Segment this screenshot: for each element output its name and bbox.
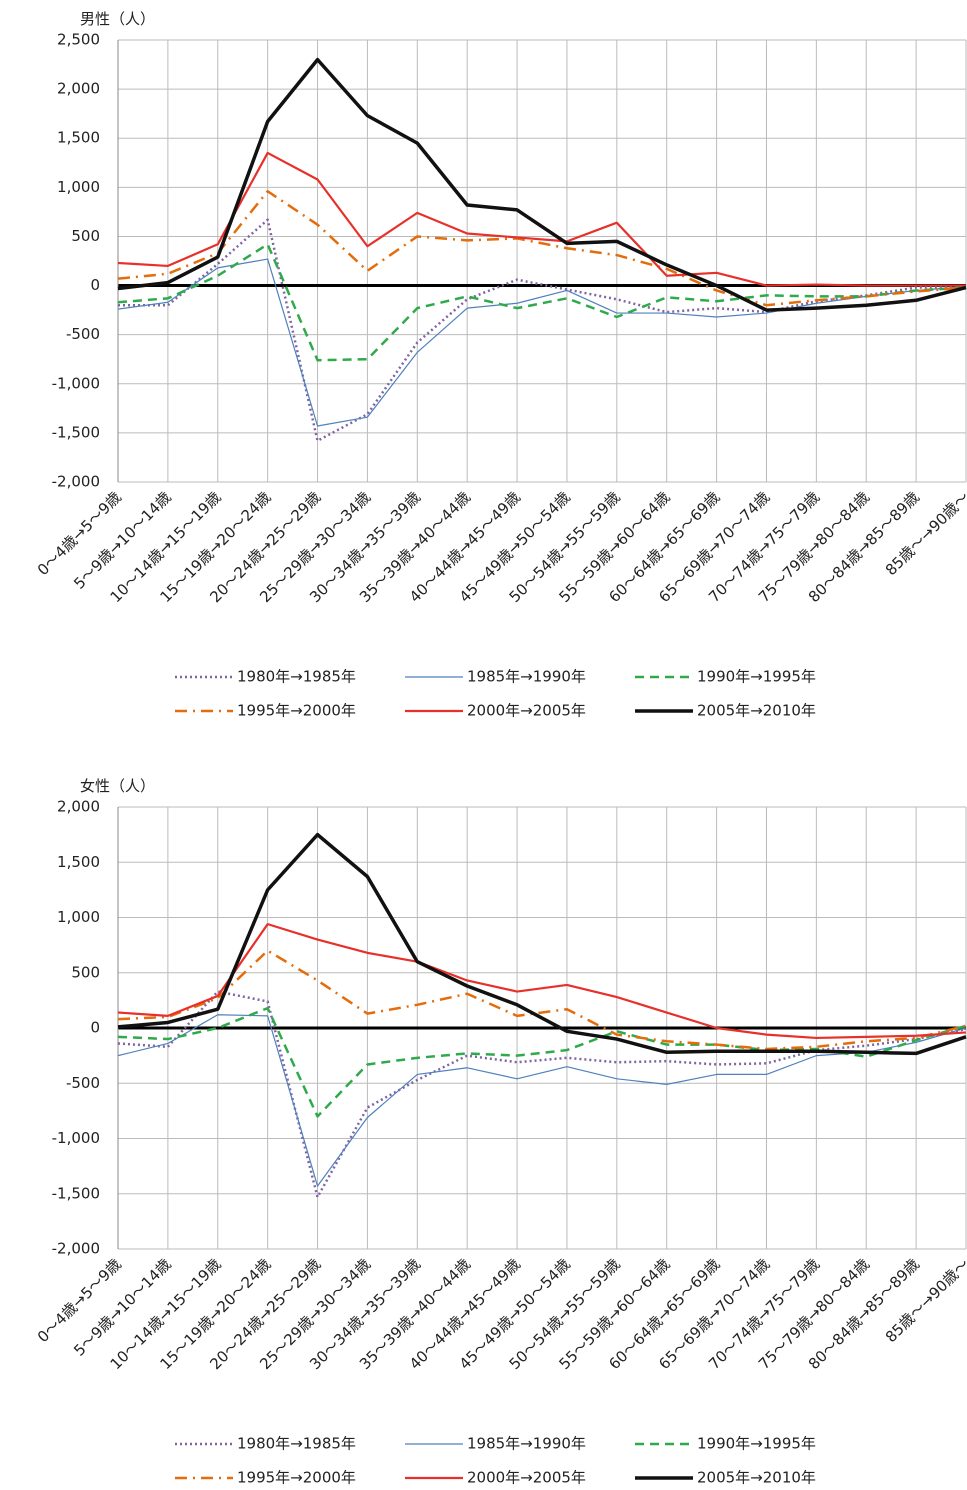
y-tick-label: 1,500	[57, 853, 100, 871]
legend-label: 1990年→1995年	[697, 668, 816, 686]
series-line	[117, 151, 966, 287]
series-line	[117, 190, 967, 307]
legend-label: 1990年→1995年	[697, 1435, 816, 1453]
series-line	[118, 218, 966, 442]
series-line	[117, 57, 967, 312]
x-tick-label: 85歳～→90歳～	[882, 488, 967, 579]
legend-label: 2005年→2010年	[697, 1469, 816, 1487]
chart-title: 男性（人）	[80, 10, 155, 28]
y-tick-label: 1,000	[57, 908, 100, 926]
y-tick-label: 1,500	[57, 129, 100, 147]
y-tick-label: -1,000	[52, 374, 100, 392]
legend-label: 1985年→1990年	[467, 668, 586, 686]
series-line	[117, 990, 967, 1199]
y-tick-label: 0	[90, 1019, 100, 1037]
chart-title: 女性（人）	[80, 777, 155, 795]
y-tick-label: -1,000	[52, 1129, 100, 1147]
y-tick-label: 500	[71, 963, 100, 981]
y-tick-label: 1,000	[57, 178, 100, 196]
y-tick-label: 2,000	[57, 798, 100, 816]
y-tick-label: 0	[90, 276, 100, 294]
legend-label: 2000年→2005年	[467, 1469, 586, 1487]
x-tick-label: 0～4歳→5～9歳	[34, 1255, 125, 1346]
legend-label: 1995年→2000年	[237, 1469, 356, 1487]
legend-label: 1980年→1985年	[237, 668, 356, 686]
y-tick-label: 2,000	[57, 80, 100, 98]
legend-label: 2000年→2005年	[467, 702, 586, 720]
series-line	[117, 258, 967, 427]
series-line	[117, 923, 967, 1040]
series-line	[117, 1006, 967, 1118]
y-tick-label: -2,000	[52, 473, 100, 491]
y-tick-label: 500	[71, 227, 100, 245]
series-line	[117, 243, 967, 362]
y-tick-label: -1,500	[52, 423, 100, 441]
series-line	[117, 949, 967, 1051]
legend-label: 1980年→1985年	[237, 1435, 356, 1453]
y-tick-label: -500	[66, 325, 100, 343]
legend-label: 1985年→1990年	[467, 1435, 586, 1453]
x-tick-label: 0～4歳→5～9歳	[34, 488, 125, 579]
series-line	[117, 1014, 967, 1187]
y-tick-label: -2,000	[52, 1240, 100, 1258]
y-tick-label: -500	[66, 1074, 100, 1092]
x-tick-label: 85歳～→90歳～	[882, 1255, 967, 1346]
y-tick-label: 2,500	[57, 31, 100, 49]
y-tick-label: -1,500	[52, 1184, 100, 1202]
legend-label: 2005年→2010年	[697, 702, 816, 720]
legend-label: 1995年→2000年	[237, 702, 356, 720]
series-line	[117, 832, 967, 1056]
